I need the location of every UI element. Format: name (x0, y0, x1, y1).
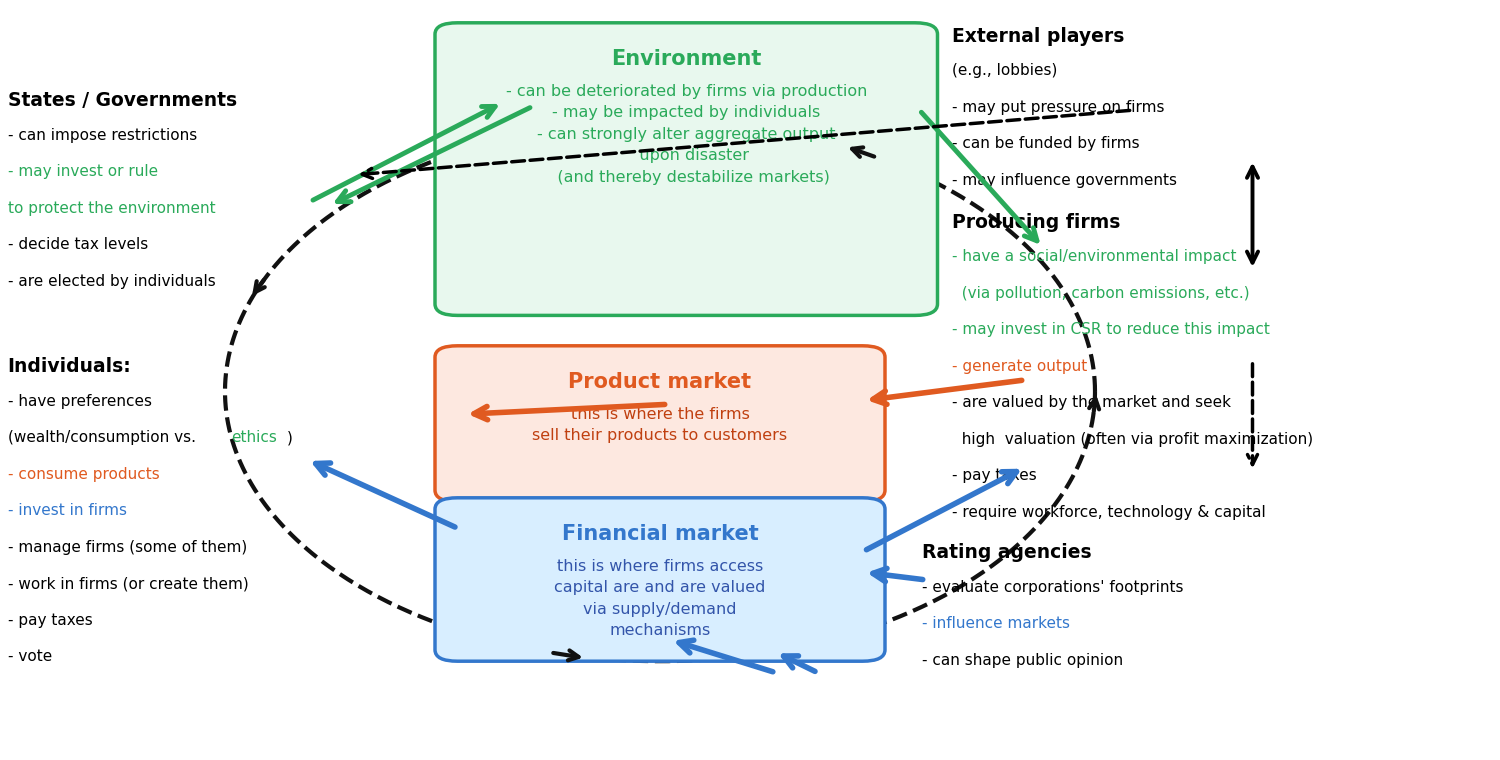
Text: - can be deteriorated by firms via production
- may be impacted by individuals
-: - can be deteriorated by firms via produ… (506, 84, 867, 185)
Text: - may invest in CSR to reduce this impact: - may invest in CSR to reduce this impac… (952, 322, 1270, 337)
Text: - pay taxes: - pay taxes (8, 613, 93, 628)
Text: - consume products: - consume products (8, 467, 159, 482)
Text: - may invest or rule: - may invest or rule (8, 164, 158, 179)
Text: Rating agencies: Rating agencies (922, 543, 1092, 562)
Text: External players: External players (952, 27, 1125, 46)
Text: - work in firms (or create them): - work in firms (or create them) (8, 576, 249, 591)
Text: - evaluate corporations' footprints: - evaluate corporations' footprints (922, 580, 1184, 595)
Text: - vote: - vote (8, 649, 51, 664)
Text: to protect the environment: to protect the environment (8, 201, 214, 216)
Text: - may put pressure on firms: - may put pressure on firms (952, 100, 1166, 115)
Text: - pay taxes: - pay taxes (952, 468, 1038, 483)
Text: Product market: Product market (568, 372, 752, 392)
Text: - invest in firms: - invest in firms (8, 503, 126, 518)
Text: - have preferences: - have preferences (8, 394, 152, 409)
Text: ethics: ethics (231, 430, 276, 445)
Text: - have a social/environmental impact: - have a social/environmental impact (952, 249, 1238, 264)
Text: (wealth/consumption vs.: (wealth/consumption vs. (8, 430, 201, 445)
Text: - can shape public opinion: - can shape public opinion (922, 653, 1124, 668)
Text: - may influence governments: - may influence governments (952, 173, 1178, 188)
Text: Financial market: Financial market (561, 524, 759, 544)
Text: States / Governments: States / Governments (8, 91, 237, 110)
Text: Individuals:: Individuals: (8, 357, 132, 376)
FancyBboxPatch shape (435, 498, 885, 661)
FancyBboxPatch shape (435, 346, 885, 502)
Text: - generate output: - generate output (952, 359, 1088, 374)
Text: this is where the firms
sell their products to customers: this is where the firms sell their produ… (532, 407, 788, 443)
Text: - can be funded by firms: - can be funded by firms (952, 136, 1140, 151)
Text: high  valuation (often via profit maximization): high valuation (often via profit maximiz… (952, 432, 1314, 447)
Text: (e.g., lobbies): (e.g., lobbies) (952, 63, 1058, 78)
Text: this is where firms access
capital are and are valued
via supply/demand
mechanis: this is where firms access capital are a… (555, 559, 765, 638)
Text: - can impose restrictions: - can impose restrictions (8, 128, 196, 143)
FancyBboxPatch shape (435, 23, 938, 315)
Text: - are elected by individuals: - are elected by individuals (8, 274, 216, 289)
Text: - decide tax levels: - decide tax levels (8, 237, 147, 252)
Text: (via pollution, carbon emissions, etc.): (via pollution, carbon emissions, etc.) (952, 286, 1250, 301)
Text: ): ) (286, 430, 292, 445)
Text: - manage firms (some of them): - manage firms (some of them) (8, 540, 246, 555)
Text: - require workforce, technology & capital: - require workforce, technology & capita… (952, 505, 1266, 520)
Text: Producing firms: Producing firms (952, 213, 1120, 232)
Text: - influence markets: - influence markets (922, 616, 1071, 632)
Text: Environment: Environment (610, 49, 762, 69)
Text: - are valued by the market and seek: - are valued by the market and seek (952, 395, 1232, 410)
